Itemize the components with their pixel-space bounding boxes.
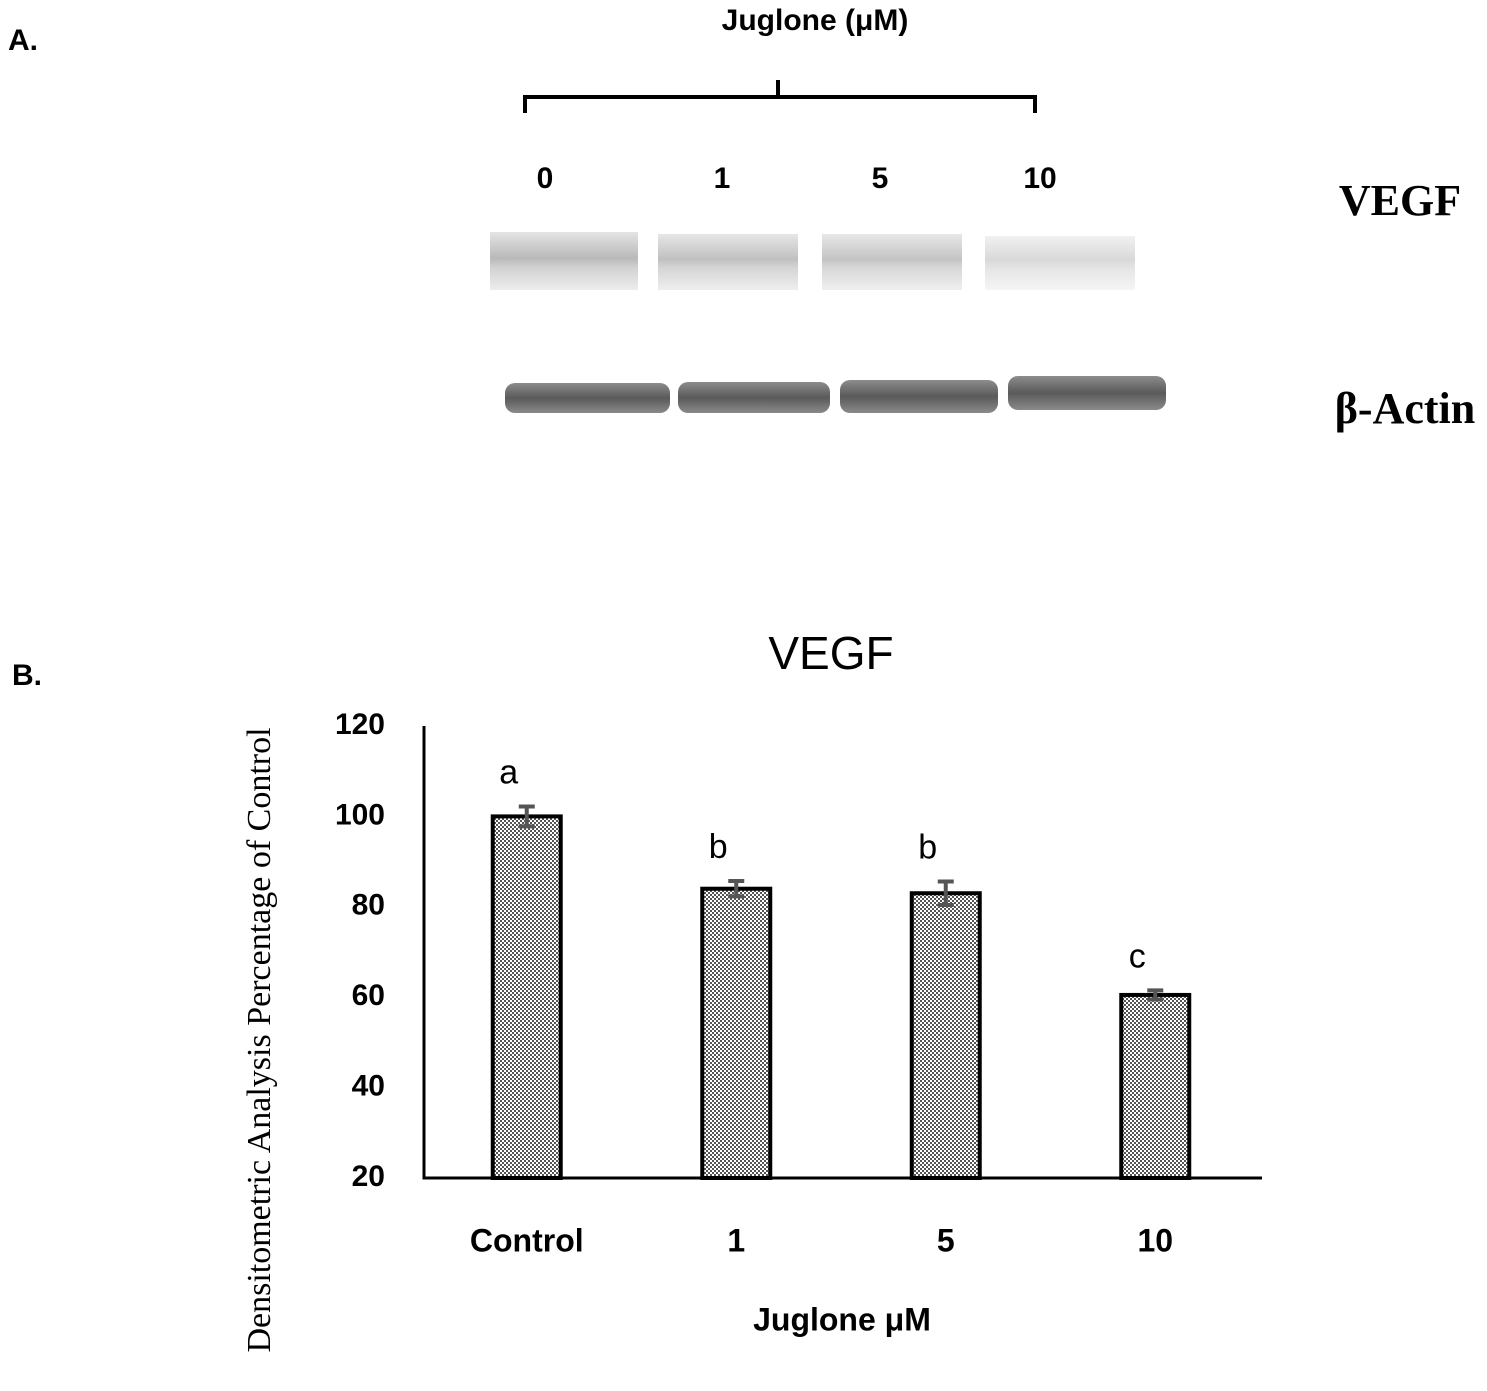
- error-bar: [728, 879, 745, 899]
- y-tick-label: 40: [352, 1070, 385, 1103]
- y-tick-label: 80: [352, 889, 385, 922]
- y-tick-label: 60: [352, 979, 385, 1012]
- x-tick-label: Control: [470, 1222, 584, 1258]
- axes: [422, 726, 1262, 1180]
- y-axis-label: Densitometric Analysis Percentage of Con…: [241, 727, 278, 1353]
- lane-label: 10: [1023, 162, 1056, 195]
- annotation: b: [709, 828, 728, 866]
- x-tick-label: 5: [937, 1222, 955, 1258]
- band-label: VEGF: [1339, 176, 1461, 225]
- error-bar: [937, 879, 954, 907]
- y-tick-label: 20: [352, 1160, 385, 1193]
- bar: [700, 886, 773, 1180]
- bar: [909, 891, 982, 1180]
- annotation: b: [918, 828, 937, 866]
- panel-label: B.: [12, 659, 42, 692]
- error-bar: [518, 804, 535, 829]
- y-tick-label: 120: [335, 708, 385, 741]
- x-tick-label: 1: [727, 1222, 745, 1258]
- lane-label: 1: [714, 162, 731, 195]
- chart-title: VEGF: [768, 627, 893, 679]
- bar: [490, 814, 563, 1181]
- lane-label: 0: [537, 162, 554, 195]
- error-bar: [1147, 988, 1164, 1002]
- x-tick-label: 10: [1137, 1222, 1173, 1258]
- annotation: c: [1129, 937, 1146, 975]
- y-tick-label: 100: [335, 798, 385, 831]
- band-label: β-Actin: [1335, 384, 1476, 433]
- panel-label: A.: [8, 24, 38, 57]
- x-axis-label: Juglone μM: [753, 1301, 931, 1337]
- annotation: a: [499, 753, 518, 791]
- lane-label: 5: [872, 162, 889, 195]
- actin-blot: [505, 376, 1166, 413]
- bracket: [523, 80, 1037, 113]
- vegf-blot: [490, 232, 1135, 290]
- blot-title: Juglone (μM): [722, 4, 909, 37]
- bar: [1119, 992, 1192, 1180]
